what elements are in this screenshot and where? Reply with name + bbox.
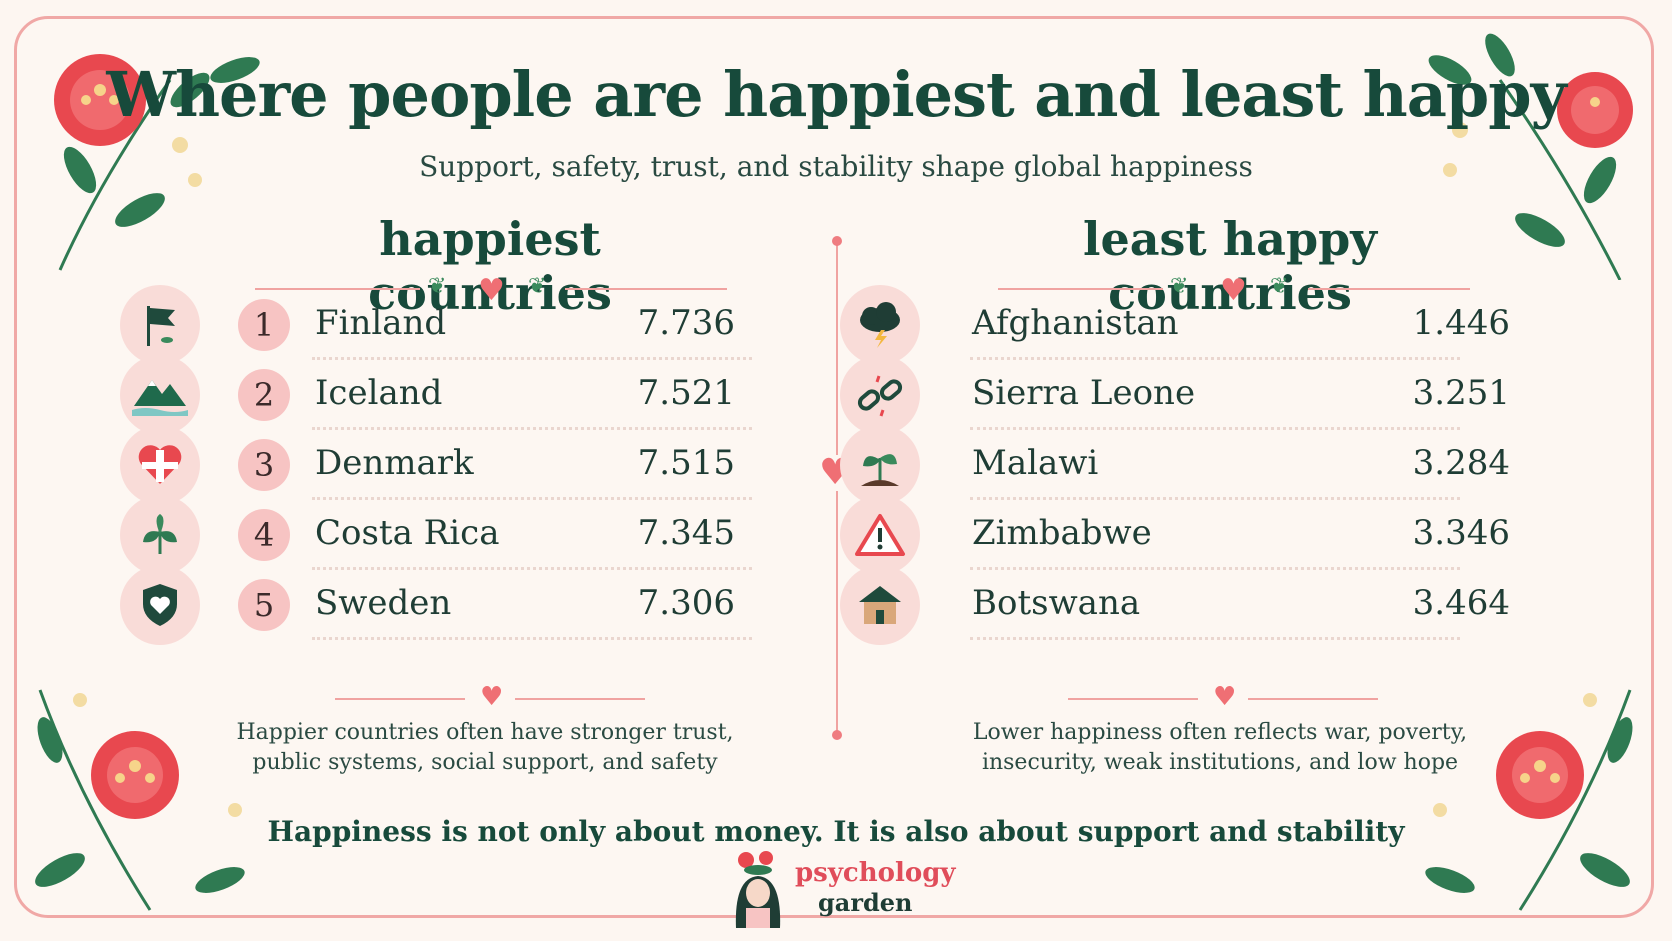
happiness-score: 3.464 bbox=[1412, 583, 1510, 623]
row-separator bbox=[970, 637, 1460, 640]
center-divider-dot bbox=[832, 236, 842, 246]
shield-heart-icon bbox=[120, 565, 200, 645]
center-divider-dot bbox=[832, 730, 842, 740]
least-happy-heading: least happy countries bbox=[1082, 212, 1377, 320]
row-separator bbox=[312, 497, 752, 500]
heart-cross-icon bbox=[120, 425, 200, 505]
country-name: Denmark bbox=[315, 443, 474, 483]
heart-icon: ♥ bbox=[480, 682, 504, 712]
row-separator bbox=[970, 357, 1460, 360]
brand-logo-figure bbox=[735, 851, 781, 928]
sprout-icon bbox=[840, 425, 920, 505]
broken-chain-icon bbox=[840, 355, 920, 435]
least-note-line1: Lower happiness often reflects war, pove… bbox=[972, 720, 1468, 745]
happiest-note-divider-left bbox=[335, 698, 465, 700]
mountain-icon bbox=[120, 355, 200, 435]
country-name: Finland bbox=[315, 303, 447, 343]
rank-badge: 3 bbox=[238, 439, 290, 491]
happiness-score: 1.446 bbox=[1412, 303, 1510, 343]
flower-decoration-bottom-right bbox=[1425, 689, 1633, 911]
row-separator bbox=[312, 357, 752, 360]
happiest-note: Happier countries often have stronger tr… bbox=[230, 718, 740, 778]
sprig-icon: ❦ bbox=[1270, 274, 1289, 299]
least-happy-divider-right bbox=[1308, 288, 1470, 290]
row-separator bbox=[312, 637, 752, 640]
heart-icon: ♥ bbox=[478, 273, 505, 308]
happiness-score: 3.346 bbox=[1412, 513, 1510, 553]
footer-tagline: Happiness is not only about money. It is… bbox=[267, 815, 1405, 848]
happiest-note-line1: Happier countries often have stronger tr… bbox=[236, 720, 734, 745]
country-name: Sierra Leone bbox=[972, 373, 1196, 413]
sprig-icon: ❦ bbox=[528, 274, 547, 299]
row-separator bbox=[312, 427, 752, 430]
flag-icon bbox=[120, 285, 200, 365]
sprig-icon: ❦ bbox=[1170, 274, 1189, 299]
storm-cloud-icon bbox=[840, 285, 920, 365]
country-name: Sweden bbox=[315, 583, 452, 623]
house-icon bbox=[840, 565, 920, 645]
leaf-icon bbox=[120, 495, 200, 575]
happiest-divider-right bbox=[565, 288, 727, 290]
happiness-score: 7.521 bbox=[637, 373, 735, 413]
page-title: Where people are happiest and least happ… bbox=[106, 58, 1566, 131]
brand-name-line2: garden bbox=[818, 888, 913, 917]
rank-badge: 2 bbox=[238, 369, 290, 421]
least-note-line2: insecurity, weak institutions, and low h… bbox=[981, 750, 1459, 775]
happiness-score: 7.306 bbox=[637, 583, 735, 623]
rank-badge: 1 bbox=[238, 299, 290, 351]
country-name: Botswana bbox=[972, 583, 1141, 623]
least-note-divider-left bbox=[1068, 698, 1198, 700]
page-subtitle: Support, safety, trust, and stability sh… bbox=[419, 150, 1253, 183]
happiness-score: 7.736 bbox=[637, 303, 735, 343]
happiness-score: 7.515 bbox=[637, 443, 735, 483]
happiest-note-line2: public systems, social support, and safe… bbox=[252, 750, 718, 775]
least-happy-note: Lower happiness often reflects war, pove… bbox=[965, 718, 1475, 778]
country-name: Zimbabwe bbox=[972, 513, 1152, 553]
row-separator bbox=[970, 497, 1460, 500]
country-name: Malawi bbox=[972, 443, 1099, 483]
flower-decoration-top-left bbox=[54, 54, 260, 271]
happiest-heading: happiest countries bbox=[368, 212, 612, 320]
brand-name-line1: psychology bbox=[795, 858, 956, 888]
happiest-note-divider-right bbox=[515, 698, 645, 700]
happiness-score: 7.345 bbox=[637, 513, 735, 553]
flower-decoration-top-right bbox=[1428, 33, 1633, 280]
happiest-divider-left bbox=[255, 288, 420, 290]
least-happy-divider-left bbox=[998, 288, 1163, 290]
row-separator bbox=[970, 567, 1460, 570]
least-note-divider-right bbox=[1248, 698, 1378, 700]
country-name: Costa Rica bbox=[315, 513, 500, 553]
happiness-score: 3.251 bbox=[1412, 373, 1510, 413]
heart-icon: ♥ bbox=[1213, 682, 1237, 712]
flower-decoration-bottom-left bbox=[35, 689, 245, 911]
country-name: Iceland bbox=[315, 373, 443, 413]
happiness-score: 3.284 bbox=[1412, 443, 1510, 483]
sprig-icon: ❦ bbox=[428, 274, 447, 299]
row-separator bbox=[970, 427, 1460, 430]
row-separator bbox=[312, 567, 752, 570]
country-name: Afghanistan bbox=[972, 303, 1179, 343]
heart-icon: ♥ bbox=[1220, 273, 1247, 308]
rank-badge: 4 bbox=[238, 509, 290, 561]
warning-icon bbox=[840, 495, 920, 575]
rank-badge: 5 bbox=[238, 579, 290, 631]
